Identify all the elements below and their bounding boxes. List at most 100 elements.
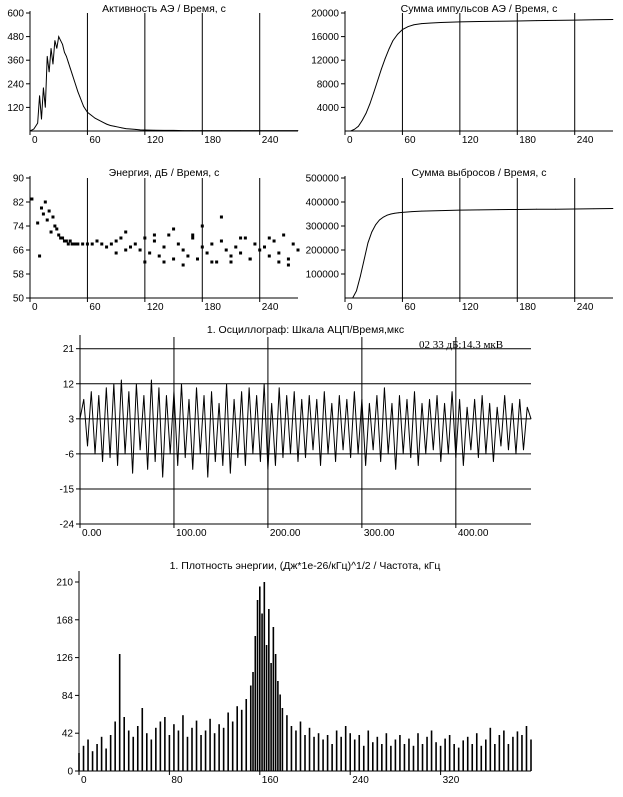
data-point [380,461,382,463]
y-tick-label: 20000 [311,9,339,20]
data-point [411,211,413,213]
data-point [380,68,382,70]
data-point [210,242,214,246]
data-point [200,245,204,249]
data-point [203,395,205,396]
data-point [124,248,128,252]
data-point [440,461,442,463]
y-tick-label: 100000 [306,270,340,281]
chart-title: Сумма выбросов / Время, с [412,167,547,179]
x-tick-label: 240 [262,302,279,313]
data-point [49,230,53,234]
data-point [350,130,352,132]
data-point [157,254,161,258]
data-point [74,242,78,246]
data-point [76,242,80,246]
data-point [182,130,184,132]
y-tick-label: 12 [63,379,75,390]
data-point [286,257,290,261]
data-point [382,216,384,218]
data-point [199,453,201,455]
data-point [406,398,408,400]
data-point [516,209,518,210]
data-point [290,453,291,455]
data-point [90,391,92,392]
data-point [413,24,415,26]
data-point [109,242,113,246]
data-point [184,457,186,459]
data-point [267,254,271,258]
data-point [272,239,276,243]
data-point [43,87,44,89]
data-point [244,465,246,466]
data-point [312,449,314,451]
data-point [110,125,111,126]
data-point [459,21,461,23]
data-point [248,387,250,389]
data-point [593,19,595,21]
data-point [52,63,54,65]
x-tick-label: 0 [81,775,87,786]
data-point [477,457,479,459]
data-point [64,239,68,243]
data-point [301,398,303,400]
y-tick-label: 58 [13,270,25,281]
data-point [593,208,595,210]
data-point [229,254,233,258]
data-point [451,391,453,392]
y-tick-label: 240 [7,79,24,90]
y-tick-label: 8000 [317,79,340,90]
data-point [54,40,56,41]
data-point [365,465,367,466]
data-point [375,224,377,226]
data-point [504,395,506,396]
y-tick-label: 84 [62,691,74,702]
data-point [399,395,400,396]
data-point [132,472,134,474]
data-point [240,130,241,132]
data-point [277,260,281,264]
data-point [211,391,212,392]
data-point [459,398,460,400]
data-point [205,251,209,255]
data-point [59,236,63,240]
data-point [125,128,127,130]
chart-annotation: 02 33 дБ:14.3 мкВ [419,339,503,351]
data-point [497,20,499,22]
data-point [305,457,306,459]
data-point [191,236,195,240]
x-tick-label: 60 [404,135,416,146]
sum-overshoots-chart: Сумма выбросов / Время, с 100000 200000 300… [306,167,614,313]
data-point [154,461,156,463]
data-point [48,71,50,73]
data-point [69,67,71,69]
data-point [436,395,438,396]
data-point [455,457,457,459]
data-point [94,453,96,455]
data-point [79,96,81,97]
data-point [45,218,49,222]
y-tick-label: 400000 [306,198,340,209]
data-point [39,95,40,96]
data-point [58,36,60,37]
y-tick-label: 3 [68,414,74,425]
y-tick-label: 66 [13,246,25,257]
data-point [371,231,373,233]
data-point [466,406,468,408]
x-tick-label: 0 [32,302,38,313]
data-point [320,465,321,466]
data-point [79,418,81,420]
data-point [574,208,576,210]
data-point [243,236,247,240]
data-point [169,453,171,455]
data-point [263,245,266,249]
data-point [485,453,487,455]
data-point [432,449,434,451]
x-tick-label: 0 [347,135,353,146]
data-point [117,465,118,466]
x-tick-label: 240 [577,135,594,146]
data-point [536,208,537,210]
y-tick-label: 210 [56,578,73,589]
data-point [65,55,67,57]
